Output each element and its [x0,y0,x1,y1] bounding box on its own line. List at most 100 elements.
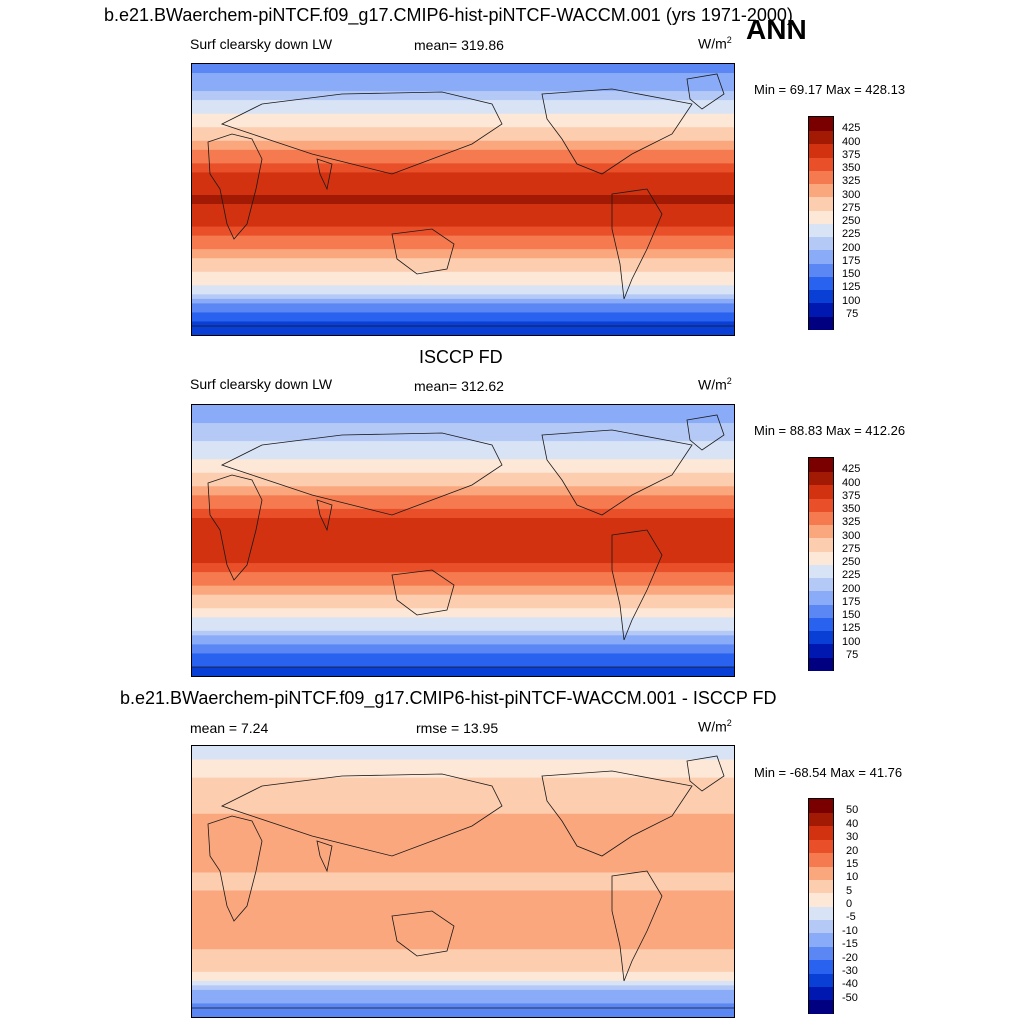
colorbar-tick-label: 350 [842,503,861,515]
colorbar-tick-label: 375 [842,148,861,161]
latitude-band [192,267,734,273]
colorbar-swatch [809,959,833,974]
latitude-band [192,531,734,537]
colorbar-swatch [809,590,833,605]
latitude-band [192,540,734,546]
colorbar-tick-label: 250 [842,215,861,227]
latitude-band [192,140,734,146]
colorbar-tick-label: 425 [842,463,861,476]
latitude-band [192,231,734,237]
colorbar-swatch [809,865,833,880]
latitude-band [192,949,734,955]
colorbar-swatch [809,986,833,1001]
colorbar-swatch [809,537,833,552]
coastline [220,432,503,516]
latitude-band [192,953,734,959]
latitude-band [192,149,734,155]
latitude-band [192,1003,734,1009]
latitude-band [192,980,734,986]
latitude-band [192,976,734,982]
latitude-band [192,118,734,124]
latitude-band [192,235,734,241]
latitude-band [192,127,734,133]
contour-map [192,64,734,335]
colorbar-swatch [809,946,833,961]
colorbar-swatch [809,630,833,645]
min-max-label: Min = 69.17 Max = 428.13 [754,82,906,97]
colorbar-tick-label: 100 [842,294,861,307]
units-sup: 2 [726,35,732,45]
latitude-band [192,240,734,246]
latitude-band [192,612,734,618]
panel-stat: mean= 312.62 [414,378,504,394]
latitude-band [192,468,734,474]
colorbar-tick-label: 75 [846,307,859,320]
colorbar-swatch [809,892,833,907]
latitude-band [192,226,734,232]
latitude-band [192,154,734,160]
units-text: W/m [698,35,727,52]
latitude-band [192,276,734,282]
latitude-band [192,199,734,205]
figure-title: b.e21.BWaerchem-piNTCF.f09_g17.CMIP6-his… [104,5,793,25]
colorbar-swatch [809,550,833,565]
panel-units: W/m2 [698,35,732,52]
colorbar-swatch [809,209,833,224]
colorbar-tick-label: 400 [842,476,861,489]
colorbar-swatch [809,852,833,867]
latitude-band [192,617,734,623]
latitude-band [192,253,734,259]
latitude-band [192,418,734,424]
colorbar-tick-label: 30 [846,831,859,844]
coastline [316,158,333,191]
latitude-band [192,499,734,505]
latitude-band [192,545,734,551]
latitude-band [192,854,734,860]
latitude-band [192,594,734,600]
latitude-band [192,258,734,264]
latitude-band [192,648,734,655]
coastline [541,88,693,175]
colorbar-tick-label: 225 [842,569,861,582]
latitude-band [192,280,734,286]
colorbar-tick-label: 40 [846,817,859,830]
latitude-band [192,572,734,578]
latitude-band [192,222,734,228]
latitude-band [192,294,734,300]
colorbar-tick-label: 175 [842,254,861,267]
latitude-band [192,576,734,582]
latitude-band [192,922,734,928]
latitude-band [192,504,734,510]
colorbar-swatch [809,289,833,304]
latitude-band [192,768,734,774]
latitude-band [192,490,734,496]
latitude-band [192,967,734,973]
latitude-band [192,962,734,968]
colorbar-swatch [809,249,833,264]
latitude-band [192,68,734,74]
colorbar-tick-label: 325 [842,516,861,529]
latitude-band [192,549,734,555]
latitude-band [192,985,734,991]
latitude-band [192,303,734,309]
latitude-band [192,513,734,519]
latitude-band [192,831,734,837]
colorbar-swatch [809,262,833,277]
colorbar-swatch [809,484,833,499]
colorbar-swatch [809,236,833,251]
latitude-band [192,136,734,142]
latitude-band [192,800,734,806]
latitude-band [192,791,734,797]
colorbar-tick-label: 0 [846,898,853,910]
colorbar-tick-label: 250 [842,556,861,568]
latitude-band [192,935,734,941]
latitude-band [192,77,734,83]
latitude-band [192,298,734,304]
colorbar-tick-label: 200 [842,582,861,595]
latitude-band [192,764,734,770]
latitude-band [192,181,734,187]
colorbar-swatch [809,799,833,813]
colorbar-swatch [809,315,833,330]
latitude-band [192,845,734,851]
latitude-band [192,863,734,869]
